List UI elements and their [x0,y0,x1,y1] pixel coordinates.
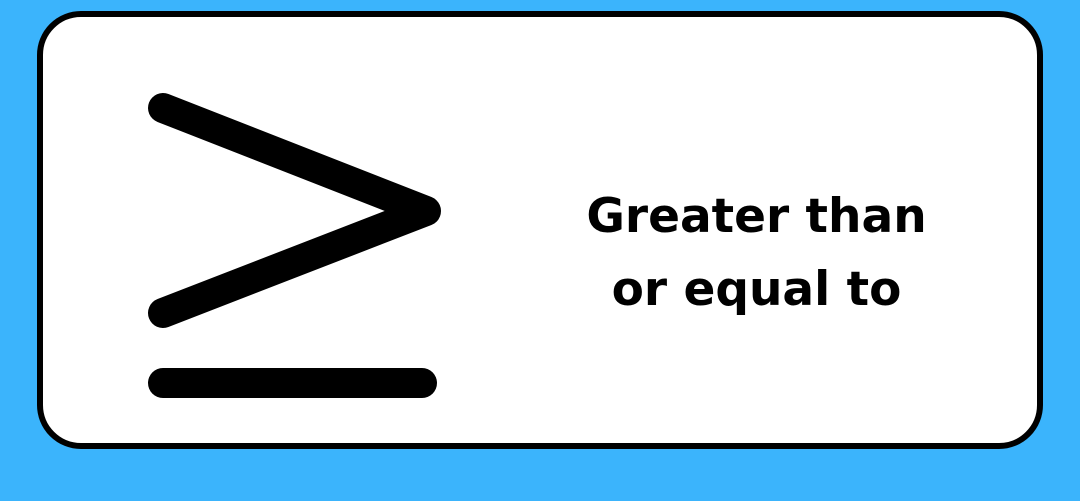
greater-than-or-equal-icon [148,93,441,398]
symbol-caption: Greater than or equal to [523,180,990,326]
caption-line-1: Greater than [586,189,927,244]
caption-line-2: or equal to [611,262,902,317]
symbol-card: Greater than or equal to [37,11,1043,449]
greater-than-chevron [148,93,441,328]
